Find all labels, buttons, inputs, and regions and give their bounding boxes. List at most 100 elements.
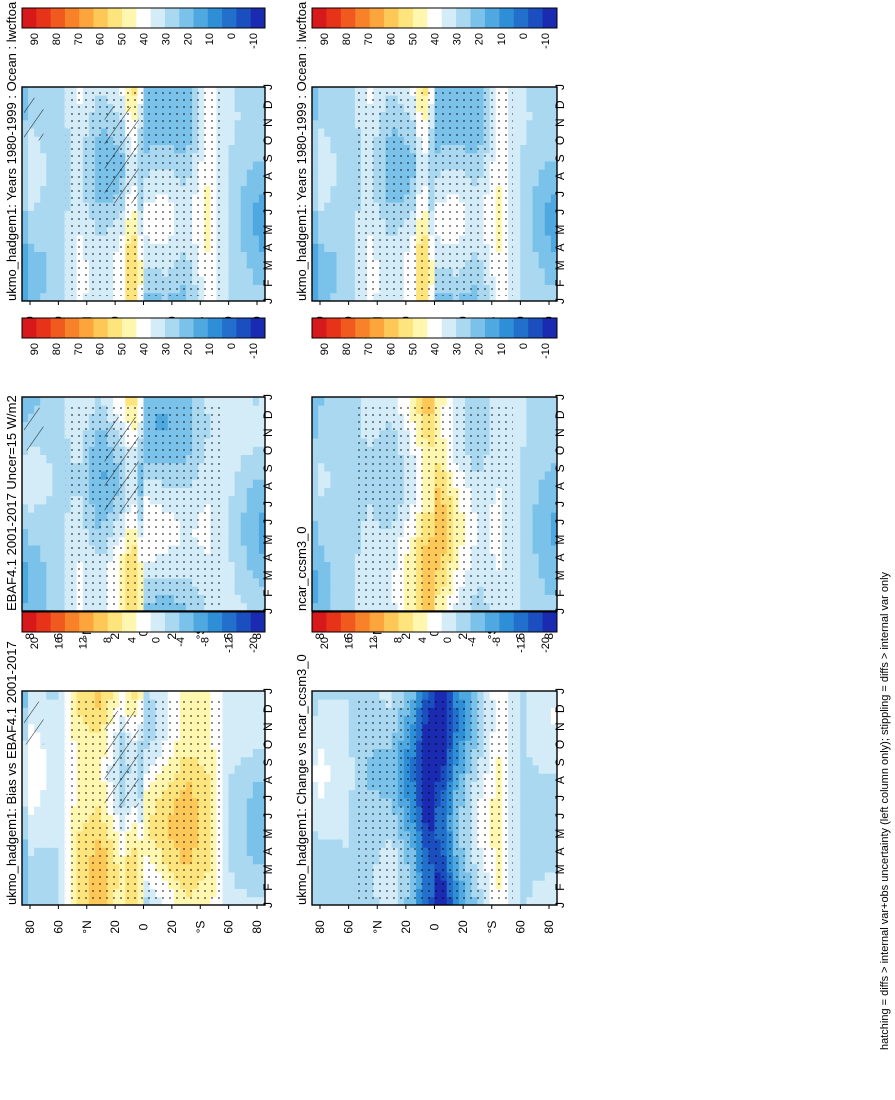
heatmap-cell [234, 194, 242, 203]
heatmap-cell [514, 462, 521, 472]
heatmap-cell [107, 896, 114, 906]
heatmap-cell [514, 218, 521, 228]
heatmap-cell [40, 185, 47, 195]
heatmap-cell [532, 144, 540, 154]
heatmap-cell [28, 144, 35, 154]
heatmap-cell [198, 602, 205, 612]
heatmap-cell [234, 202, 242, 211]
heatmap-cell [228, 405, 236, 414]
heatmap-cell [28, 888, 35, 898]
heatmap-cell [222, 185, 229, 195]
heatmap-cell [544, 268, 552, 277]
heatmap-cell [258, 594, 266, 604]
heatmap-cell [312, 536, 319, 546]
heatmap-cell [64, 87, 72, 96]
heatmap-cell [514, 144, 521, 154]
colorbar-swatch [79, 8, 94, 28]
heatmap-cell [318, 536, 325, 546]
heatmap-cell [330, 520, 337, 530]
heatmap-cell [342, 177, 350, 187]
heatmap-cell [28, 765, 35, 774]
heatmap-cell [234, 161, 242, 170]
colorbar-tick-label: 10 [204, 343, 216, 355]
heatmap-cell [258, 177, 266, 187]
heatmap-cell [342, 446, 350, 456]
heatmap-cell [318, 210, 325, 220]
heatmap-cell [258, 169, 266, 178]
colorbar-swatch [164, 318, 180, 338]
heatmap-cell [34, 789, 41, 799]
heatmap-cell [40, 723, 47, 733]
heatmap-cell [46, 268, 53, 277]
heatmap-cell [348, 561, 356, 571]
heatmap-cell [538, 235, 546, 244]
heatmap-cell [550, 446, 558, 456]
colorbar-tick-label: 0 [518, 343, 530, 349]
heatmap-cell [330, 512, 337, 521]
heatmap-cell [52, 806, 59, 815]
heatmap-cell [22, 251, 29, 261]
heatmap-cell [258, 103, 266, 113]
heatmap-cell [520, 438, 527, 447]
heatmap-cell [367, 602, 374, 612]
heatmap-cell [544, 284, 552, 294]
heatmap-cell [240, 536, 248, 546]
heatmap-cell [52, 276, 59, 285]
heatmap-cell [52, 569, 59, 579]
heatmap-cell [526, 202, 533, 211]
heatmap-cell [234, 429, 242, 439]
heatmap-cell [204, 397, 211, 406]
heatmap-cell [40, 586, 47, 595]
heatmap-cell [318, 218, 325, 228]
heatmap-cell [40, 740, 47, 750]
month-tick-label: N [261, 428, 275, 437]
heatmap-cell [222, 235, 229, 244]
heatmap-cell [532, 128, 540, 137]
heatmap-cell [82, 602, 90, 612]
heatmap-cell [520, 586, 527, 595]
heatmap-cell [46, 806, 53, 815]
month-tick-label: F [553, 279, 567, 286]
heatmap-cell [46, 194, 53, 203]
heatmap-cell [94, 87, 102, 96]
heatmap-cell [22, 896, 29, 906]
heatmap-cell [410, 602, 417, 612]
heatmap-cell [228, 413, 236, 423]
heatmap-cell [379, 397, 386, 406]
heatmap-cell [252, 194, 260, 203]
heatmap-cell [46, 169, 53, 178]
heatmap-cell [330, 235, 337, 244]
heatmap-cell [228, 276, 236, 285]
colorbar-swatch [250, 8, 266, 28]
heatmap-cell [58, 781, 65, 791]
heatmap-cell [477, 292, 484, 302]
heatmap-cell [22, 545, 29, 554]
heatmap-cell [52, 855, 59, 865]
heatmap-cell [544, 251, 552, 261]
heatmap-cell [34, 462, 41, 472]
heatmap-cell [167, 87, 175, 96]
heatmap-cell [348, 602, 356, 612]
heatmap-cell [252, 202, 260, 211]
heatmap-cell [240, 210, 248, 220]
heatmap-cell [246, 103, 254, 113]
heatmap-cell [34, 202, 41, 211]
heatmap-cell [471, 397, 478, 406]
heatmap-cell [330, 495, 337, 505]
heatmap-cell [544, 103, 552, 113]
heatmap-cell [28, 397, 35, 406]
heatmap-cell [330, 405, 337, 414]
colorbar-swatch [484, 318, 500, 338]
heatmap-cell [34, 888, 41, 898]
heatmap-cell [348, 520, 356, 530]
heatmap-cell [342, 259, 350, 269]
heatmap-cell [58, 202, 65, 211]
heatmap-cell [22, 276, 29, 285]
heatmap-cell [22, 602, 29, 612]
heatmap-cell [483, 602, 491, 612]
heatmap-cell [514, 397, 521, 406]
heatmap-cell [228, 504, 236, 513]
heatmap-cell [324, 161, 331, 170]
heatmap-cell [58, 218, 65, 228]
heatmap-cell [318, 202, 325, 211]
